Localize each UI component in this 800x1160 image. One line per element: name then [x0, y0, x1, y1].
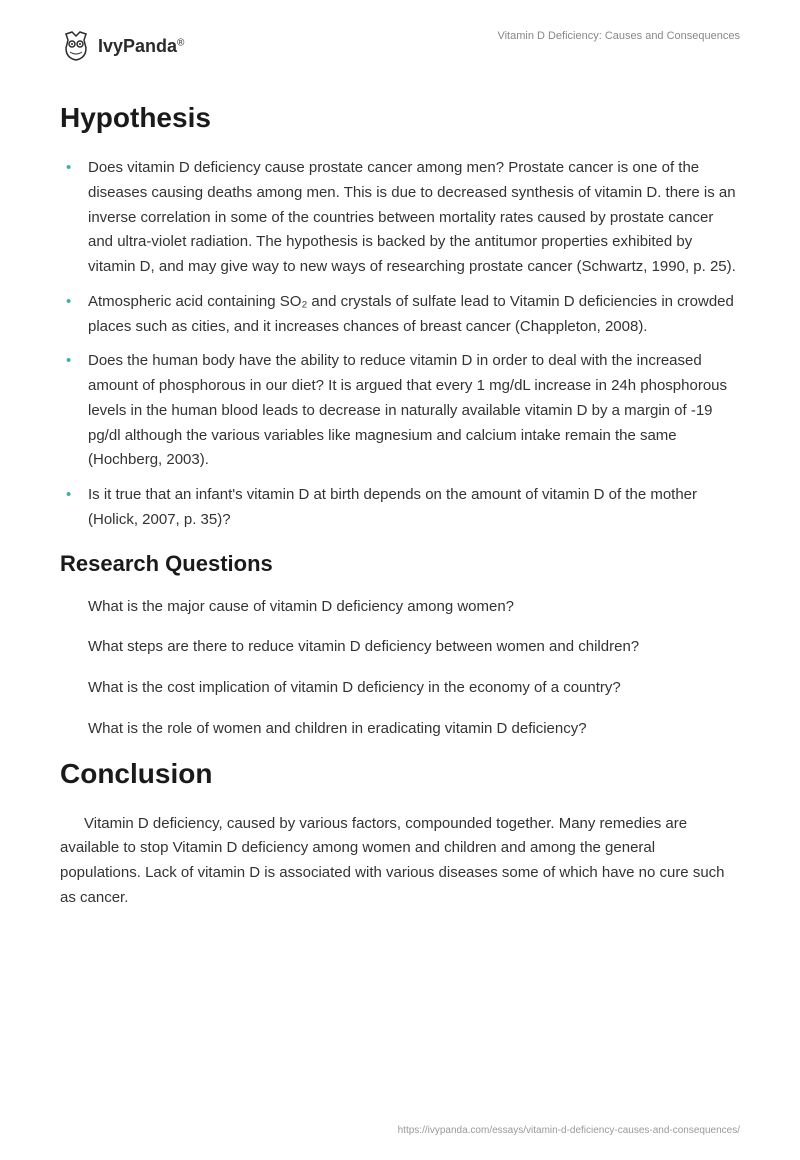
- brand-logo: IvyPanda®: [60, 30, 184, 62]
- research-questions-heading: Research Questions: [60, 551, 740, 577]
- source-url: https://ivypanda.com/essays/vitamin-d-de…: [398, 1125, 740, 1136]
- question-item: What steps are there to reduce vitamin D…: [88, 635, 740, 660]
- question-item: What is the major cause of vitamin D def…: [88, 595, 740, 620]
- list-item: Does the human body have the ability to …: [88, 349, 740, 473]
- research-questions-list: What is the major cause of vitamin D def…: [60, 595, 740, 742]
- hypothesis-list: Does vitamin D deficiency cause prostate…: [60, 156, 740, 533]
- hypothesis-heading: Hypothesis: [60, 102, 740, 134]
- list-item: Does vitamin D deficiency cause prostate…: [88, 156, 740, 280]
- conclusion-paragraph: Vitamin D deficiency, caused by various …: [60, 812, 740, 911]
- brand-name: IvyPanda®: [98, 36, 184, 57]
- question-item: What is the cost implication of vitamin …: [88, 676, 740, 701]
- conclusion-heading: Conclusion: [60, 758, 740, 790]
- list-item: Is it true that an infant's vitamin D at…: [88, 483, 740, 533]
- question-item: What is the role of women and children i…: [88, 717, 740, 742]
- owl-icon: [60, 30, 92, 62]
- page-header: IvyPanda® Vitamin D Deficiency: Causes a…: [60, 30, 740, 62]
- list-item: Atmospheric acid containing SO₂ and crys…: [88, 290, 740, 340]
- document-title: Vitamin D Deficiency: Causes and Consequ…: [497, 30, 740, 42]
